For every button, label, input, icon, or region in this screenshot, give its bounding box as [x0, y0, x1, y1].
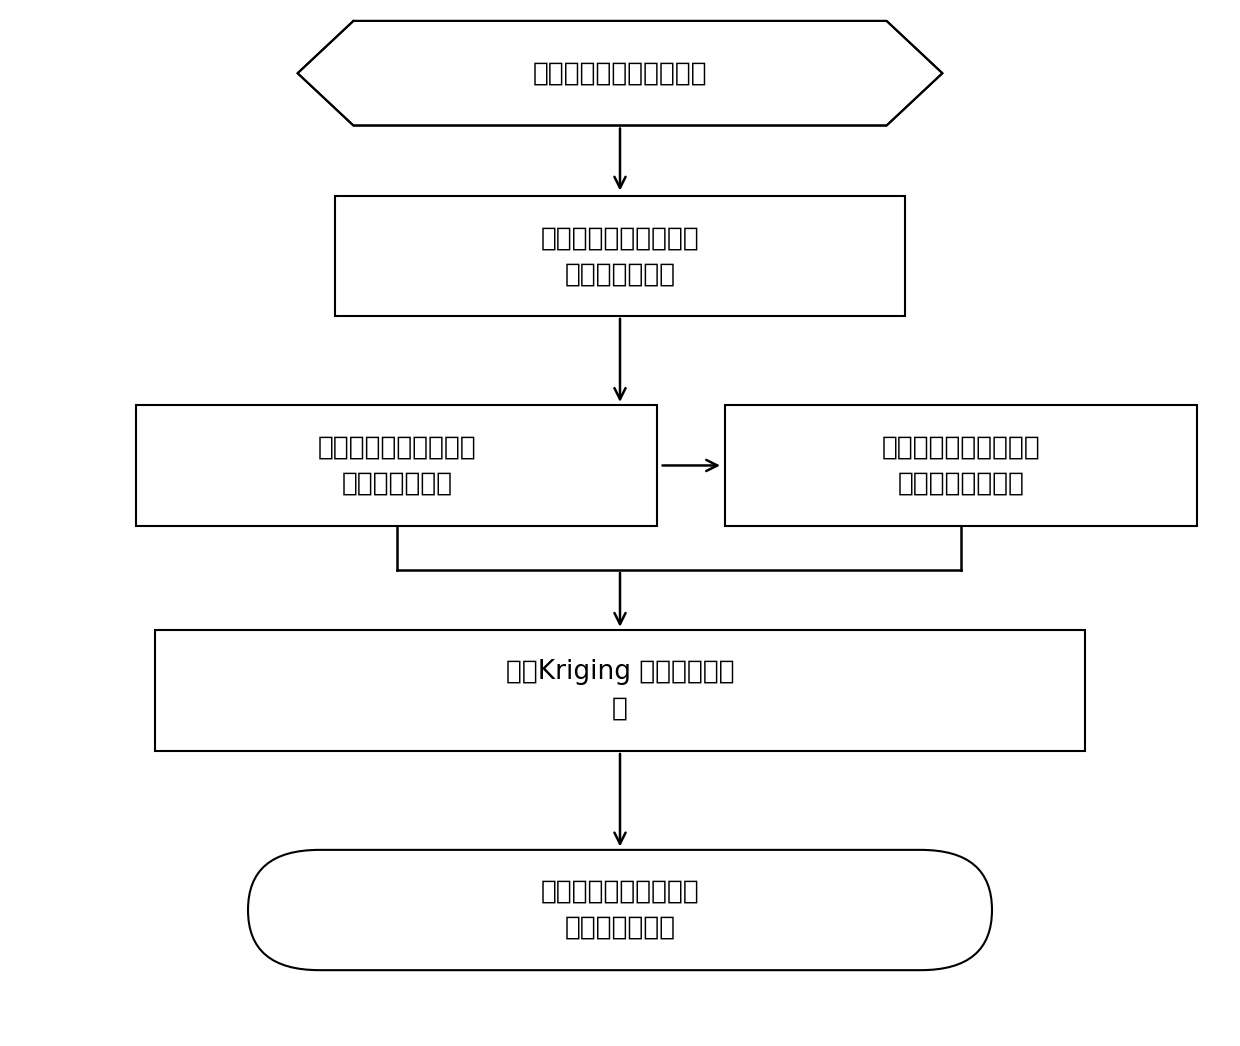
Polygon shape	[298, 21, 942, 126]
Text: 构建数学优化模型并求
解确定最终方案: 构建数学优化模型并求 解确定最终方案	[541, 879, 699, 941]
FancyBboxPatch shape	[155, 630, 1085, 751]
Text: 构建Kriging 模型并进行评
估: 构建Kriging 模型并进行评 估	[506, 659, 734, 722]
Text: 确定滑动轴套的基本外形: 确定滑动轴套的基本外形	[533, 61, 707, 86]
FancyBboxPatch shape	[248, 849, 992, 971]
Text: 确定相关设计变量、定
义域及相互约束: 确定相关设计变量、定 义域及相互约束	[541, 225, 699, 288]
Text: 有限元软件仿真计算滑
动轴套应力、应变: 有限元软件仿真计算滑 动轴套应力、应变	[882, 434, 1040, 497]
FancyBboxPatch shape	[136, 405, 657, 525]
Text: 采用拉丁超立方实验设
计方法进行采样: 采用拉丁超立方实验设 计方法进行采样	[317, 434, 476, 497]
FancyBboxPatch shape	[335, 197, 905, 316]
FancyBboxPatch shape	[725, 405, 1197, 525]
